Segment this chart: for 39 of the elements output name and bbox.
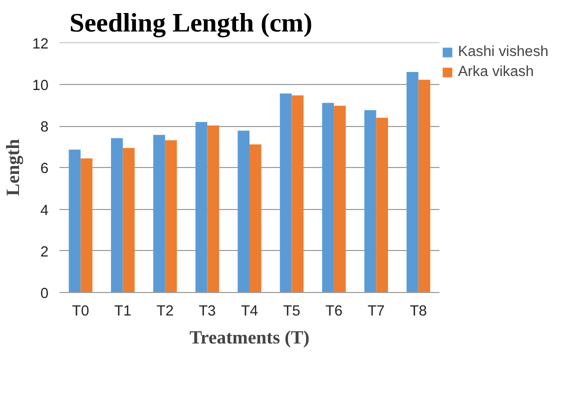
bar <box>376 118 388 292</box>
bar <box>68 150 81 292</box>
y-tick-label: 2 <box>40 244 49 260</box>
chart-title: Seedling Length (cm) <box>70 8 312 38</box>
y-tick-label: 4 <box>40 202 49 219</box>
y-tick-label: 12 <box>32 36 49 52</box>
legend-label: Kashi vishesh <box>458 44 548 60</box>
bar <box>334 106 346 292</box>
y-tick-label: 6 <box>40 161 49 178</box>
bar <box>111 138 123 292</box>
bar <box>122 148 135 292</box>
x-tick-label: T6 <box>325 304 342 320</box>
y-axis-title: Length <box>3 138 24 196</box>
bar <box>207 125 220 292</box>
bar <box>153 134 166 292</box>
bar <box>364 110 376 292</box>
x-tick-label: T5 <box>283 304 300 320</box>
bar <box>80 158 92 292</box>
x-tick-label: T1 <box>114 304 132 320</box>
y-tick-label: 10 <box>32 78 49 94</box>
bar <box>418 80 430 292</box>
y-tick-label: 8 <box>40 120 49 136</box>
bar <box>292 95 304 292</box>
x-axis-title: Treatments (T) <box>189 328 310 348</box>
x-tick-label: T2 <box>156 304 174 320</box>
x-tick-label: T7 <box>368 304 385 320</box>
bar <box>322 102 334 292</box>
bar <box>195 122 208 292</box>
bar <box>280 93 292 292</box>
bar <box>250 144 262 292</box>
x-tick-label: T3 <box>198 304 216 320</box>
x-tick-label: T0 <box>72 304 90 320</box>
bar <box>165 140 177 292</box>
bar <box>406 72 418 292</box>
x-tick-label: T8 <box>410 304 427 320</box>
bar <box>238 130 250 292</box>
legend-label: Arka vikash <box>458 64 534 80</box>
y-tick-label: 0 <box>40 286 49 302</box>
x-tick-label: T4 <box>240 304 258 320</box>
